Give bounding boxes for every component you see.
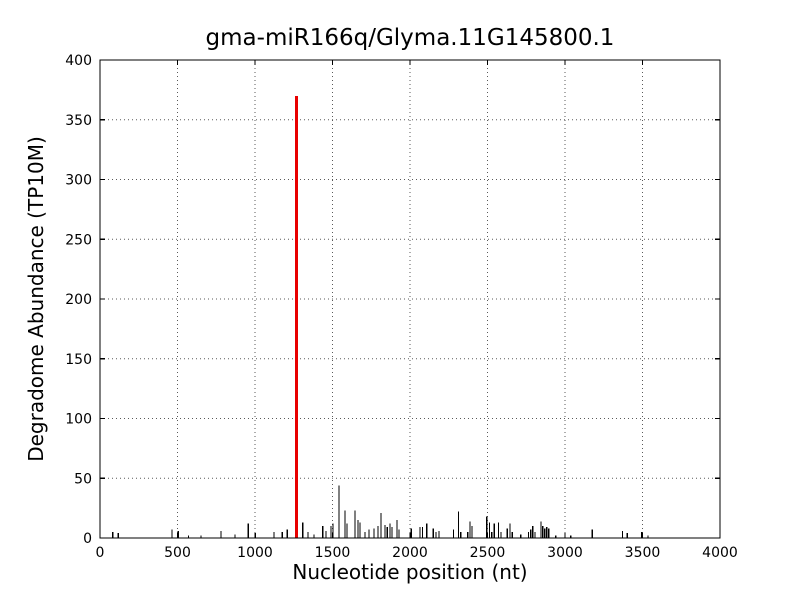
x-tick-label: 0	[96, 545, 105, 561]
y-tick-label: 200	[65, 292, 92, 308]
chart-title: gma-miR166q/Glyma.11G145800.1	[205, 25, 615, 51]
y-tick-label: 250	[65, 232, 92, 248]
y-tick-label: 50	[74, 471, 92, 487]
x-tick-label: 1000	[237, 545, 273, 561]
y-tick-label: 300	[65, 173, 92, 189]
x-tick-label: 500	[164, 545, 191, 561]
y-tick-label: 150	[65, 352, 92, 368]
y-axis-label: Degradome Abundance (TP10M)	[24, 136, 48, 462]
y-tick-label: 400	[65, 53, 92, 69]
y-tick-label: 100	[65, 412, 92, 428]
y-tick-label: 350	[65, 113, 92, 129]
x-tick-label: 3000	[547, 545, 583, 561]
x-axis-label: Nucleotide position (nt)	[292, 560, 528, 584]
x-tick-label: 2000	[392, 545, 428, 561]
x-tick-label: 1500	[315, 545, 351, 561]
y-tick-label: 0	[83, 531, 92, 547]
x-tick-label: 3500	[625, 545, 661, 561]
x-tick-label: 2500	[470, 545, 506, 561]
x-tick-label: 4000	[702, 545, 738, 561]
